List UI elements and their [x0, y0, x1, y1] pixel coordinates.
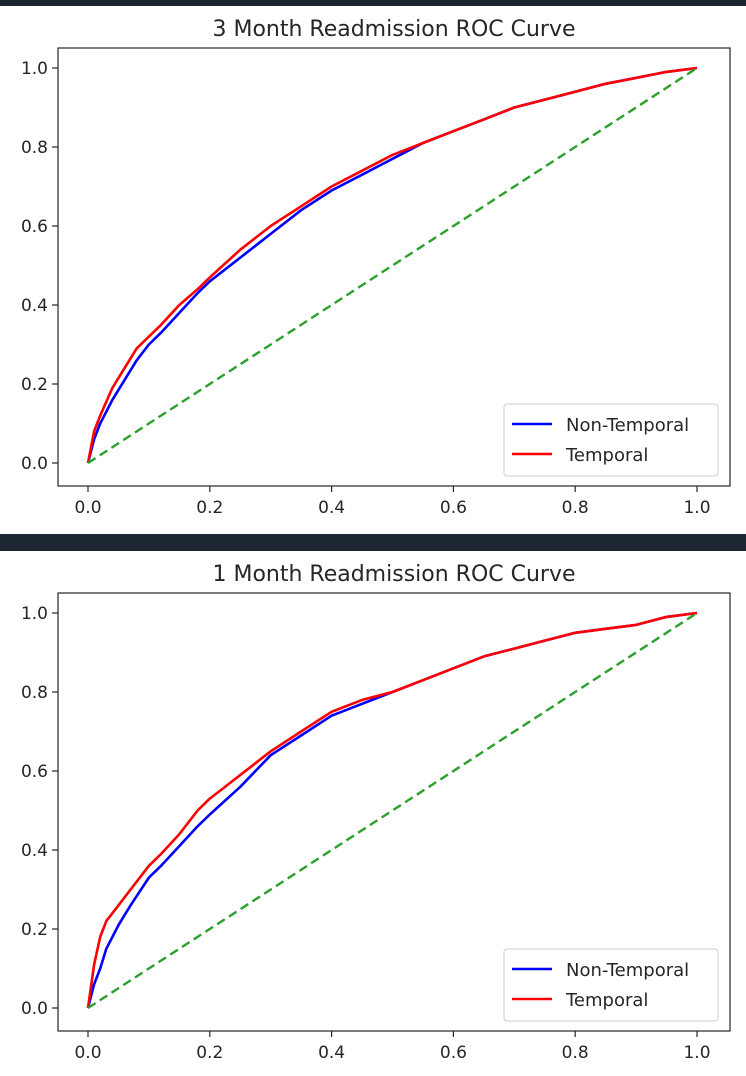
x-tick-label: 0.2 — [196, 498, 223, 518]
legend-box — [503, 948, 719, 1022]
y-tick-label: 0.8 — [21, 138, 48, 158]
roc-chart-1-month: 1 Month Readmission ROC Curve 0.0 0.2 0.4 0.… — [0, 551, 746, 1076]
x-tick-label: 1.0 — [683, 498, 710, 518]
y-tick-label: 0.4 — [21, 296, 48, 316]
x-tick-label: 0.0 — [74, 498, 101, 518]
y-tick-label: 0.6 — [21, 217, 48, 237]
y-tick-label: 0.4 — [21, 841, 48, 861]
y-tick-label: 0.0 — [21, 454, 48, 474]
y-tick-label: 0.2 — [21, 920, 48, 940]
x-tick-label: 0.6 — [440, 498, 467, 518]
y-tick-label: 1.0 — [21, 59, 48, 79]
x-tick-label: 0.8 — [562, 498, 589, 518]
series-line-diagonal — [87, 611, 698, 1010]
legend-label: Temporal — [565, 445, 648, 466]
y-tick-label: 0.8 — [21, 683, 48, 703]
chart-svg-1-month: 1 Month Readmission ROC Curve 0.0 0.2 0.4 0.… — [21, 562, 731, 1063]
x-tick-label: 0.0 — [74, 1043, 101, 1063]
x-tick-label: 0.8 — [562, 1043, 589, 1063]
chart-title: 1 Month Readmission ROC Curve — [212, 562, 575, 587]
y-tick-label: 0.6 — [21, 762, 48, 782]
chart-svg-3-month: 3 Month Readmission ROC Curve 0.0 0.2 0.4 0.… — [21, 17, 731, 518]
y-tick-label: 0.0 — [21, 999, 48, 1019]
x-tick-label: 0.2 — [196, 1043, 223, 1063]
y-tick-label: 0.2 — [21, 375, 48, 395]
legend-label: Non-Temporal — [566, 960, 689, 981]
series-line-temporal — [86, 611, 698, 1009]
x-tick-label: 0.4 — [318, 498, 345, 518]
legend-label: Non-Temporal — [566, 415, 689, 436]
y-tick-label: 1.0 — [21, 604, 48, 624]
x-tick-label: 0.4 — [318, 1043, 345, 1063]
roc-chart-3-month: 3 Month Readmission ROC Curve 0.0 0.2 0.4 0.… — [0, 6, 746, 534]
x-tick-label: 0.6 — [440, 1043, 467, 1063]
legend-box — [503, 403, 719, 477]
series-line-diagonal — [87, 66, 698, 465]
legend-label: Temporal — [565, 990, 648, 1011]
chart-title: 3 Month Readmission ROC Curve — [212, 17, 575, 42]
x-tick-label: 1.0 — [683, 1043, 710, 1063]
series-line-temporal — [86, 66, 698, 464]
